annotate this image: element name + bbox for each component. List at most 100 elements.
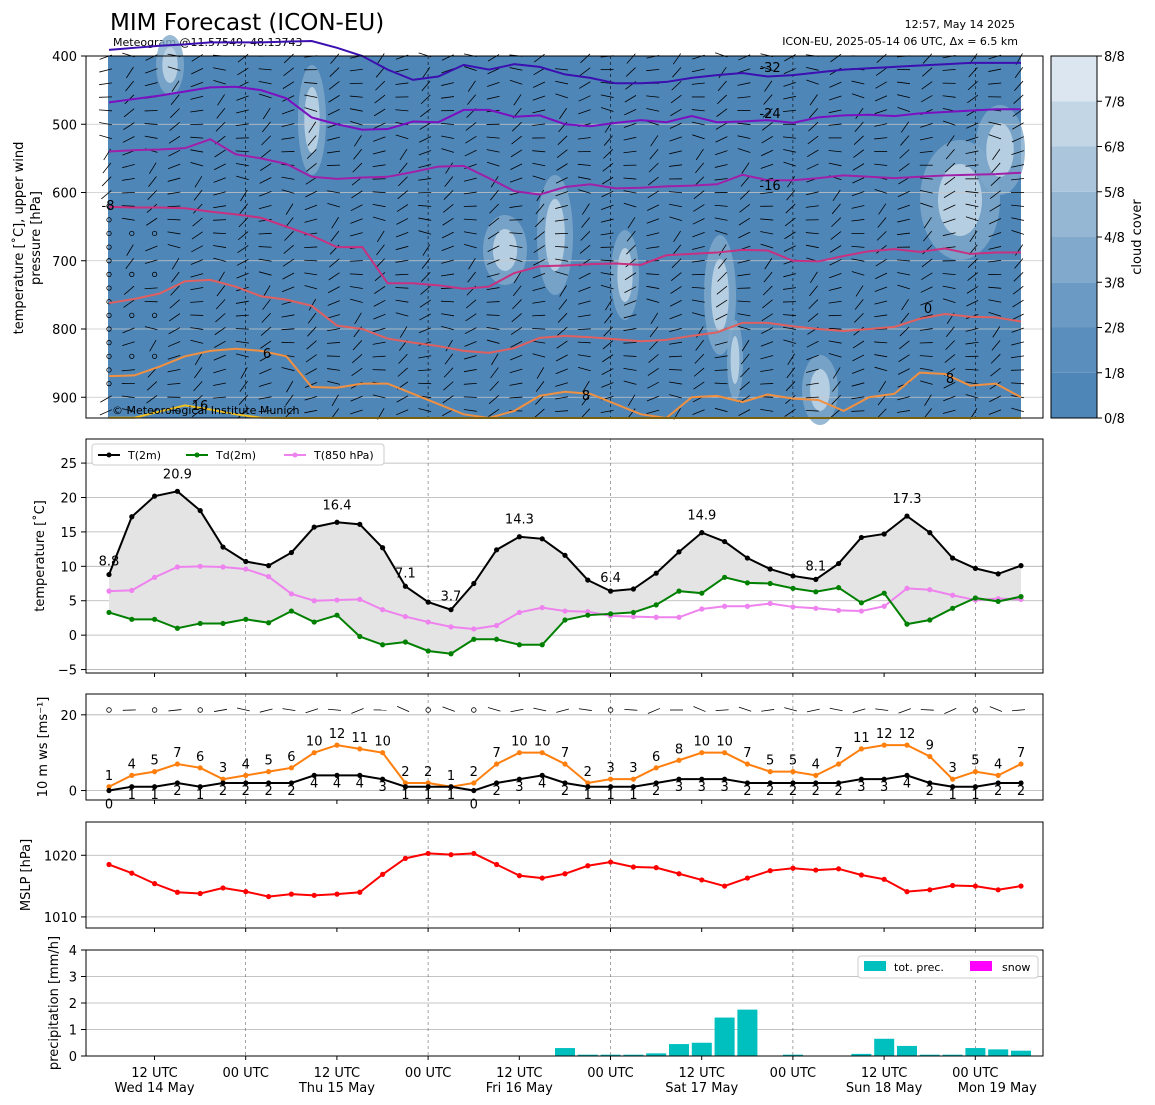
wind-barb bbox=[395, 134, 409, 140]
wind-barb bbox=[349, 68, 363, 72]
wind-barb bbox=[604, 312, 613, 324]
wind-barb bbox=[784, 707, 797, 712]
isotherm bbox=[108, 39, 1021, 85]
gust-label: 5 bbox=[789, 754, 797, 769]
wind-barb bbox=[556, 163, 568, 171]
wind-barb bbox=[327, 136, 341, 141]
wind-barb bbox=[897, 259, 911, 262]
temp-panel-frame bbox=[85, 438, 1044, 674]
wind-barb bbox=[805, 382, 819, 386]
wind-barb bbox=[351, 708, 364, 714]
wind-barb bbox=[557, 135, 568, 146]
legend-marker bbox=[194, 452, 200, 458]
wind-barb bbox=[878, 203, 887, 215]
mslp-point bbox=[699, 877, 705, 883]
td2m-point bbox=[995, 598, 1001, 605]
wind-barb bbox=[167, 205, 181, 208]
wind-barb bbox=[669, 394, 683, 399]
wind-barb bbox=[853, 135, 864, 146]
wind-barb bbox=[920, 314, 933, 319]
wind-barb bbox=[441, 122, 455, 125]
wind-barb bbox=[648, 162, 659, 173]
wind-label: 1 bbox=[196, 788, 204, 803]
wind-calm bbox=[106, 707, 112, 713]
time-tick-label: 00 UTC bbox=[222, 1066, 268, 1081]
wind-barb bbox=[668, 369, 683, 371]
wind-barb bbox=[395, 82, 409, 85]
gust-label: 7 bbox=[492, 746, 500, 761]
wind-barb bbox=[148, 162, 157, 174]
wind-barb bbox=[1010, 382, 1025, 385]
legend-swatch bbox=[970, 961, 992, 971]
wind-barb bbox=[625, 67, 636, 77]
gust-point bbox=[858, 746, 865, 752]
wind-barb bbox=[714, 204, 728, 207]
issue-time: 12:57, May 14 2025 bbox=[905, 18, 1015, 31]
wind-barb bbox=[577, 341, 591, 344]
wind-barb bbox=[737, 313, 751, 317]
wind-label: 3 bbox=[857, 780, 865, 795]
time-tick-label: 00 UTC bbox=[770, 1066, 816, 1081]
mslp-point bbox=[539, 875, 545, 881]
wind-barb bbox=[943, 381, 956, 389]
wind-barb bbox=[600, 107, 614, 112]
wind-barb bbox=[669, 381, 683, 385]
wind-barb bbox=[578, 109, 591, 115]
wind-barb bbox=[737, 68, 751, 74]
wind-barb bbox=[534, 217, 545, 228]
wind-barb bbox=[326, 342, 341, 344]
wind-barb bbox=[286, 380, 294, 393]
wind-barb bbox=[877, 394, 887, 406]
wind-panel-frame bbox=[85, 693, 1044, 801]
wind-barb bbox=[349, 273, 363, 275]
t850-point bbox=[630, 613, 637, 620]
wind-barb bbox=[672, 53, 682, 65]
wind-barb bbox=[966, 286, 979, 294]
wind-barb bbox=[192, 203, 203, 214]
t850-point bbox=[106, 588, 112, 594]
t2m-point bbox=[266, 563, 272, 569]
time-tick-label: 12 UTC bbox=[496, 1066, 542, 1081]
wind-barb bbox=[237, 53, 249, 63]
wind-barb bbox=[465, 299, 477, 309]
wind-barb bbox=[854, 299, 864, 310]
wind-barb bbox=[760, 369, 774, 372]
td2m-point bbox=[197, 620, 203, 627]
wind-barb bbox=[855, 285, 864, 297]
wind-barb bbox=[602, 163, 614, 172]
wind-barb bbox=[739, 190, 750, 200]
wind-barb bbox=[352, 162, 363, 173]
wind-barb bbox=[853, 149, 865, 158]
wind-barb bbox=[808, 108, 819, 119]
gust-label: 7 bbox=[561, 746, 569, 761]
wind-barb bbox=[739, 381, 750, 391]
wind-barb bbox=[715, 709, 729, 712]
precip-bar bbox=[965, 1048, 986, 1056]
wind-label: 1 bbox=[150, 788, 158, 803]
wind-calm bbox=[106, 217, 112, 223]
wind-barb bbox=[445, 339, 453, 352]
gust-label: 3 bbox=[948, 761, 956, 776]
wind-barb bbox=[669, 164, 683, 167]
wind-barb bbox=[419, 299, 431, 308]
wind-barb bbox=[829, 259, 842, 266]
wind-barb bbox=[944, 354, 956, 363]
wind-mean-point bbox=[494, 780, 500, 786]
wind-barb bbox=[374, 286, 386, 294]
wind-barb bbox=[851, 219, 865, 222]
wind-barb bbox=[307, 135, 317, 146]
wind-barb bbox=[192, 394, 203, 405]
colorbar-tick-label: 6/8 bbox=[1104, 141, 1125, 156]
time-tick-label: 00 UTC bbox=[952, 1066, 998, 1081]
gust-label: 10 bbox=[374, 735, 391, 750]
wind-barb bbox=[536, 189, 545, 202]
wind-label: 4 bbox=[538, 776, 546, 791]
wind-barb bbox=[577, 328, 591, 330]
y-tick-label: 1010 bbox=[44, 911, 77, 926]
t2m-point bbox=[881, 531, 887, 537]
mslp-point bbox=[266, 893, 272, 900]
date-label: Mon 19 May bbox=[958, 1081, 1037, 1096]
td2m-point bbox=[927, 617, 933, 623]
td2m-point bbox=[699, 590, 705, 596]
legend-label: T(2m) bbox=[127, 449, 161, 462]
